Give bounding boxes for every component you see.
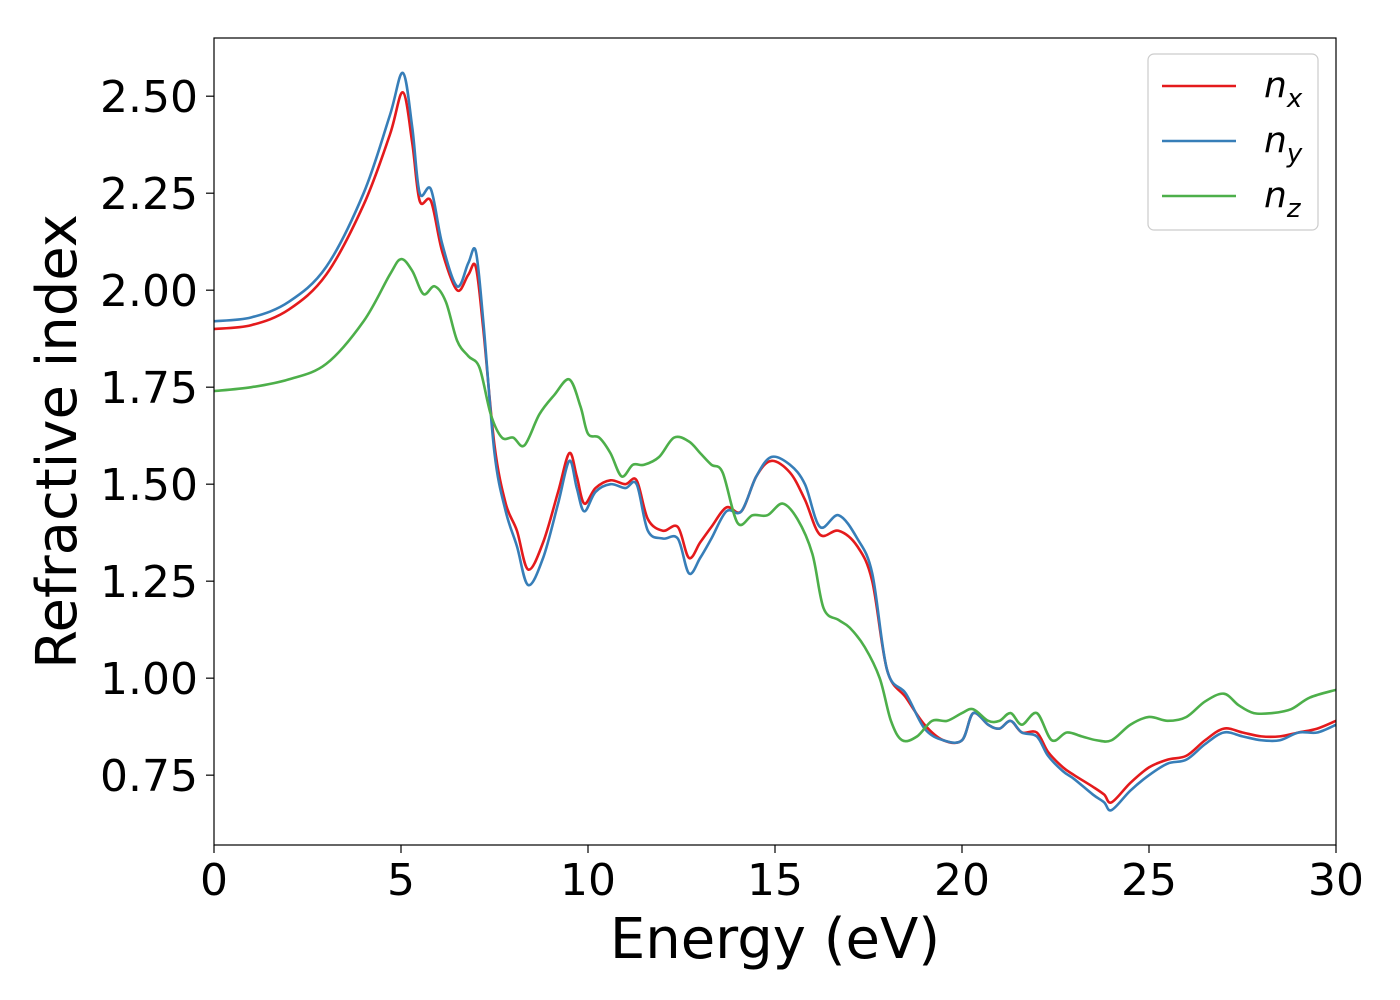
x-tick-label: 0 — [200, 855, 228, 906]
x-tick-label: 5 — [387, 855, 415, 906]
y-tick-label: 0.75 — [100, 751, 198, 802]
y-tick-label: 2.25 — [100, 169, 198, 220]
legend-label-y: ny — [1264, 120, 1303, 169]
series-line-z — [214, 257, 1336, 743]
y-axis-ticks: 0.75 1.00 1.25 1.50 1.75 2.00 2.25 2.50 — [100, 72, 214, 802]
plot-layer — [214, 71, 1336, 812]
y-tick-label: 1.00 — [100, 654, 198, 705]
x-tick-label: 25 — [1121, 855, 1177, 906]
x-axis-ticks: 0 5 10 15 20 25 30 — [200, 845, 1364, 906]
x-axis-label: Energy (eV) — [610, 907, 940, 972]
x-tick-label: 20 — [934, 855, 990, 906]
y-tick-label: 1.75 — [100, 363, 198, 414]
x-tick-label: 10 — [560, 855, 616, 906]
legend-label-x: nx — [1264, 65, 1303, 114]
x-tick-label: 15 — [747, 855, 803, 906]
y-tick-label: 2.50 — [100, 72, 198, 123]
x-tick-label: 30 — [1308, 855, 1364, 906]
y-tick-label: 1.50 — [100, 460, 198, 511]
legend: nx ny nz — [1147, 53, 1319, 231]
legend-label-z: nz — [1264, 175, 1302, 224]
y-axis-label: Refractive index — [25, 214, 90, 669]
series-line-y — [214, 71, 1336, 812]
y-tick-label: 1.25 — [100, 557, 198, 608]
y-tick-label: 2.00 — [100, 266, 198, 317]
